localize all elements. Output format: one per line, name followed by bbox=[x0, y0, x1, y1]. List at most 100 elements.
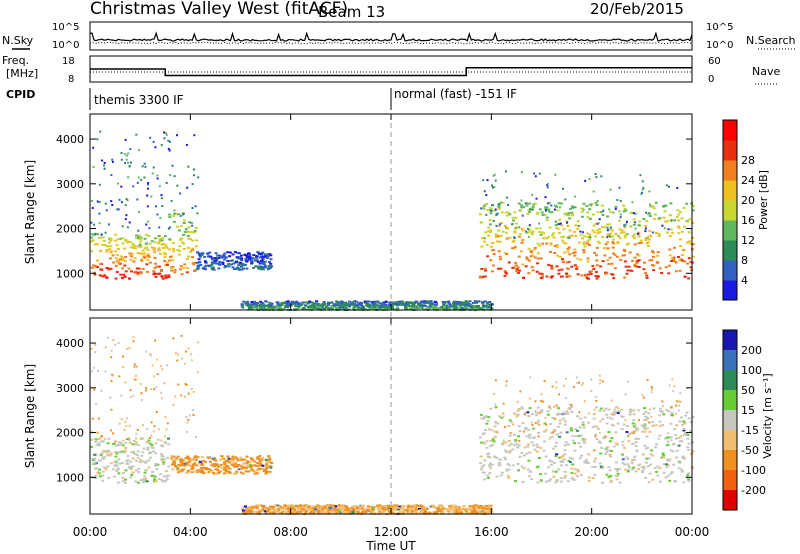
heatmap-cell bbox=[562, 417, 565, 420]
heatmap-cell bbox=[369, 508, 373, 511]
heatmap-cell bbox=[244, 260, 248, 263]
heatmap-cell bbox=[267, 265, 271, 268]
heatmap-cell bbox=[302, 508, 306, 511]
heatmap-cell bbox=[148, 456, 152, 459]
heatmap-cell bbox=[539, 400, 542, 403]
heatmap-cell bbox=[570, 411, 574, 413]
heatmap-cell bbox=[529, 376, 532, 379]
heatmap-cell bbox=[603, 226, 607, 229]
heatmap-cell bbox=[173, 459, 177, 462]
heatmap-cell bbox=[156, 213, 159, 216]
heatmap-cell bbox=[123, 275, 127, 278]
heatmap-cell bbox=[309, 305, 313, 308]
heatmap-cell bbox=[635, 260, 639, 263]
heatmap-cell bbox=[170, 199, 173, 202]
heatmap-cell bbox=[678, 238, 682, 241]
heatmap-cell bbox=[642, 187, 645, 189]
heatmap-cell bbox=[135, 441, 138, 444]
heatmap-cell bbox=[413, 512, 416, 515]
heatmap-cell bbox=[176, 455, 180, 458]
heatmap-cell bbox=[429, 300, 433, 303]
heatmap-cell bbox=[555, 386, 558, 389]
heatmap-cell bbox=[517, 435, 520, 438]
heatmap-cell bbox=[101, 159, 104, 162]
heatmap-cell bbox=[665, 409, 669, 411]
heatmap-cell bbox=[223, 466, 227, 469]
heatmap-cell bbox=[462, 307, 466, 310]
heatmap-cell bbox=[169, 256, 172, 258]
heatmap-cell bbox=[625, 431, 629, 433]
heatmap-cell bbox=[664, 266, 668, 269]
heatmap-cell bbox=[242, 264, 246, 267]
heatmap-cell bbox=[571, 439, 575, 442]
heatmap-cell bbox=[544, 429, 548, 432]
heatmap-cell bbox=[328, 506, 332, 509]
heatmap-cell bbox=[587, 273, 591, 276]
heatmap-cell bbox=[98, 250, 102, 253]
heatmap-cell bbox=[277, 508, 281, 511]
heatmap-cell bbox=[167, 465, 171, 468]
heatmap-cell bbox=[103, 456, 107, 459]
heatmap-cell bbox=[194, 205, 197, 208]
heatmap-cell bbox=[492, 219, 495, 222]
heatmap-cell bbox=[131, 244, 135, 247]
heatmap-cell bbox=[633, 233, 637, 236]
heatmap-cell bbox=[452, 504, 456, 507]
heatmap-cell bbox=[487, 464, 491, 467]
heatmap-cell bbox=[342, 511, 346, 514]
heatmap-cell bbox=[213, 261, 217, 264]
heatmap-cell bbox=[141, 460, 145, 463]
heatmap-cell bbox=[670, 471, 674, 474]
heatmap-cell bbox=[566, 224, 570, 227]
heatmap-cell bbox=[499, 223, 501, 226]
heatmap-cell bbox=[334, 303, 338, 306]
heatmap-cell bbox=[142, 255, 146, 258]
heatmap-cell bbox=[251, 257, 255, 260]
heatmap-cell bbox=[147, 255, 151, 258]
heatmap-cell bbox=[517, 255, 521, 258]
heatmap-cell bbox=[449, 508, 453, 511]
heatmap-cell bbox=[165, 133, 168, 136]
heatmap-cell bbox=[596, 232, 600, 235]
heatmap-cell bbox=[184, 457, 188, 460]
heatmap-cell bbox=[596, 222, 599, 225]
heatmap-cell bbox=[260, 260, 264, 262]
heatmap-cell bbox=[521, 214, 524, 217]
heatmap-cell bbox=[606, 416, 609, 419]
heatmap-cell bbox=[604, 435, 608, 438]
heatmap-cell bbox=[485, 243, 489, 246]
heatmap-cell bbox=[256, 504, 260, 507]
heatmap-cell bbox=[228, 255, 232, 258]
heatmap-cell bbox=[622, 423, 626, 426]
heatmap-cell bbox=[529, 250, 533, 253]
heatmap-cell bbox=[649, 203, 652, 206]
heatmap-cell bbox=[190, 471, 194, 474]
heatmap-cell bbox=[643, 407, 647, 410]
heatmap-cell bbox=[586, 236, 590, 238]
heatmap-cell bbox=[507, 261, 511, 264]
heatmap-cell bbox=[114, 463, 118, 466]
heatmap-cell bbox=[203, 265, 207, 268]
heatmap-cell bbox=[591, 477, 595, 479]
heatmap-cell bbox=[611, 273, 615, 276]
heatmap-cell bbox=[194, 459, 198, 462]
heatmap-cell bbox=[494, 435, 497, 438]
heatmap-cell bbox=[129, 258, 133, 261]
heatmap-cell bbox=[563, 444, 567, 447]
heatmap-cell bbox=[104, 370, 107, 373]
heatmap-cell bbox=[358, 507, 362, 510]
heatmap-cell bbox=[491, 204, 495, 207]
heatmap-cell bbox=[500, 221, 504, 224]
heatmap-cell bbox=[418, 512, 422, 515]
heatmap-cell bbox=[213, 257, 217, 260]
heatmap-cell bbox=[168, 248, 172, 251]
heatmap-cell bbox=[307, 506, 311, 509]
heatmap-cell bbox=[144, 461, 148, 464]
heatmap-cell bbox=[90, 438, 94, 441]
heatmap-cell bbox=[691, 205, 695, 208]
heatmap-cell bbox=[110, 200, 113, 203]
heatmap-cell bbox=[197, 252, 201, 255]
heatmap-cell bbox=[662, 456, 666, 459]
heatmap-cell bbox=[484, 306, 488, 309]
heatmap-cell bbox=[93, 273, 97, 276]
